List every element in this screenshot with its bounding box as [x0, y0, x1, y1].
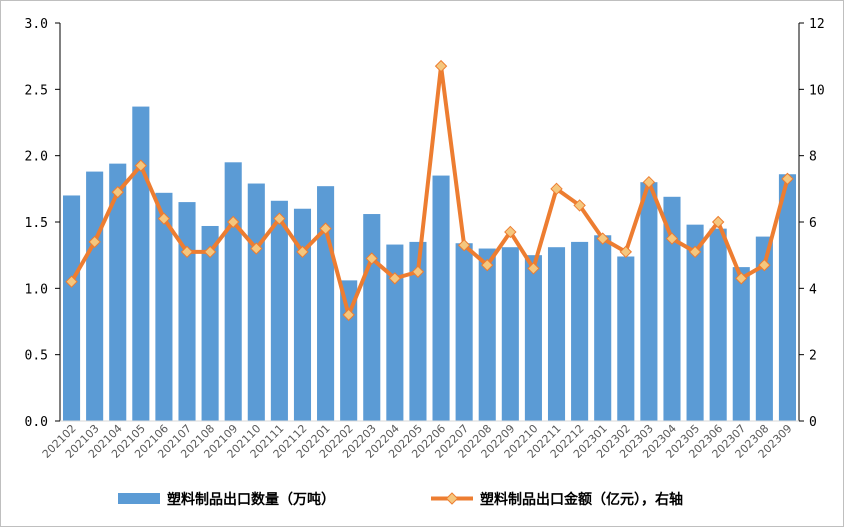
- right-tick-label: 12: [809, 17, 825, 32]
- bar: [686, 224, 704, 421]
- line-marker: [619, 245, 633, 259]
- bar: [293, 208, 312, 421]
- bar: [571, 241, 589, 421]
- left-tick-label: 1.0: [25, 282, 48, 297]
- legend-swatch-marker: [445, 492, 459, 505]
- line-marker: [180, 245, 194, 259]
- line-series: [65, 59, 794, 322]
- line-marker: [111, 185, 124, 199]
- right-tick-label: 0: [809, 415, 817, 430]
- line-marker: [457, 239, 471, 252]
- bar: [547, 247, 566, 421]
- left-tick-label: 2.5: [25, 83, 48, 98]
- bar: [594, 235, 612, 421]
- line-marker: [550, 182, 563, 196]
- bar: [155, 192, 173, 421]
- bar-series: [63, 106, 796, 422]
- bar: [63, 195, 81, 421]
- bar: [709, 228, 727, 421]
- right-tick-label: 2: [809, 349, 817, 364]
- line-marker: [781, 172, 794, 186]
- bar: [132, 106, 150, 421]
- legend-label-bars: 塑料制品出口数量（万吨）: [167, 491, 335, 508]
- line-marker: [758, 258, 771, 272]
- line-marker: [665, 232, 679, 245]
- line-marker: [642, 175, 656, 189]
- bar: [455, 243, 473, 421]
- bar: [640, 182, 658, 421]
- bar: [501, 247, 519, 421]
- line-marker: [250, 242, 263, 255]
- bar: [732, 267, 750, 421]
- line-marker: [319, 222, 332, 235]
- legend-swatch-bars: [118, 493, 160, 504]
- legend-label-line: 塑料制品出口金额（亿元），右轴: [480, 491, 683, 508]
- bar: [363, 214, 381, 421]
- line-marker: [88, 235, 101, 249]
- line-marker: [434, 59, 448, 73]
- legend: 塑料制品出口数量（万吨） 塑料制品出口金额（亿元），右轴: [118, 491, 683, 508]
- bar: [178, 202, 196, 421]
- right-tick-label: 4: [809, 282, 817, 297]
- right-tick-label: 10: [809, 83, 825, 98]
- bar: [270, 200, 288, 421]
- bar: [478, 248, 496, 421]
- left-tick-label: 1.5: [25, 216, 48, 231]
- line-marker: [573, 199, 586, 212]
- bar: [755, 236, 773, 421]
- left-tick-label: 0.5: [25, 349, 48, 364]
- right-tick-label: 8: [809, 150, 817, 165]
- line-marker: [296, 245, 309, 259]
- line-marker: [481, 258, 494, 272]
- bar: [86, 171, 104, 421]
- line-marker: [735, 272, 748, 285]
- left-y-axis: 0.0 0.5 1.0 1.5 2.0 2.5 3.0: [25, 17, 61, 430]
- bar: [201, 225, 219, 421]
- bar: [663, 196, 681, 421]
- line-marker: [157, 212, 171, 225]
- bar: [317, 186, 335, 421]
- line-marker: [365, 252, 378, 265]
- right-tick-label: 6: [809, 216, 817, 231]
- line-marker: [342, 308, 355, 322]
- left-tick-label: 2.0: [25, 150, 48, 165]
- line-marker: [226, 215, 240, 229]
- bar: [778, 174, 796, 421]
- line-marker: [273, 212, 286, 225]
- right-y-axis: 0 2 4 6 8 10 12: [798, 17, 825, 430]
- line-marker: [411, 265, 425, 278]
- line-marker: [388, 272, 402, 285]
- bar: [224, 162, 242, 422]
- line-marker: [203, 245, 217, 259]
- line-marker: [596, 232, 609, 245]
- bar: [386, 244, 404, 421]
- line-marker: [65, 275, 78, 288]
- left-tick-label: 0.0: [25, 415, 48, 430]
- bar: [617, 256, 635, 421]
- left-tick-label: 3.0: [25, 17, 48, 32]
- bar: [409, 241, 427, 421]
- line-marker: [504, 225, 517, 239]
- bar: [247, 183, 265, 421]
- line-marker: [134, 159, 148, 172]
- line-marker: [688, 245, 702, 259]
- bar: [109, 163, 127, 422]
- line-marker: [711, 215, 725, 229]
- bar: [432, 175, 450, 421]
- x-tick-labels: 2021022021032021042021052021062021072021…: [40, 422, 795, 461]
- bar: [524, 255, 542, 421]
- line-marker: [527, 262, 540, 275]
